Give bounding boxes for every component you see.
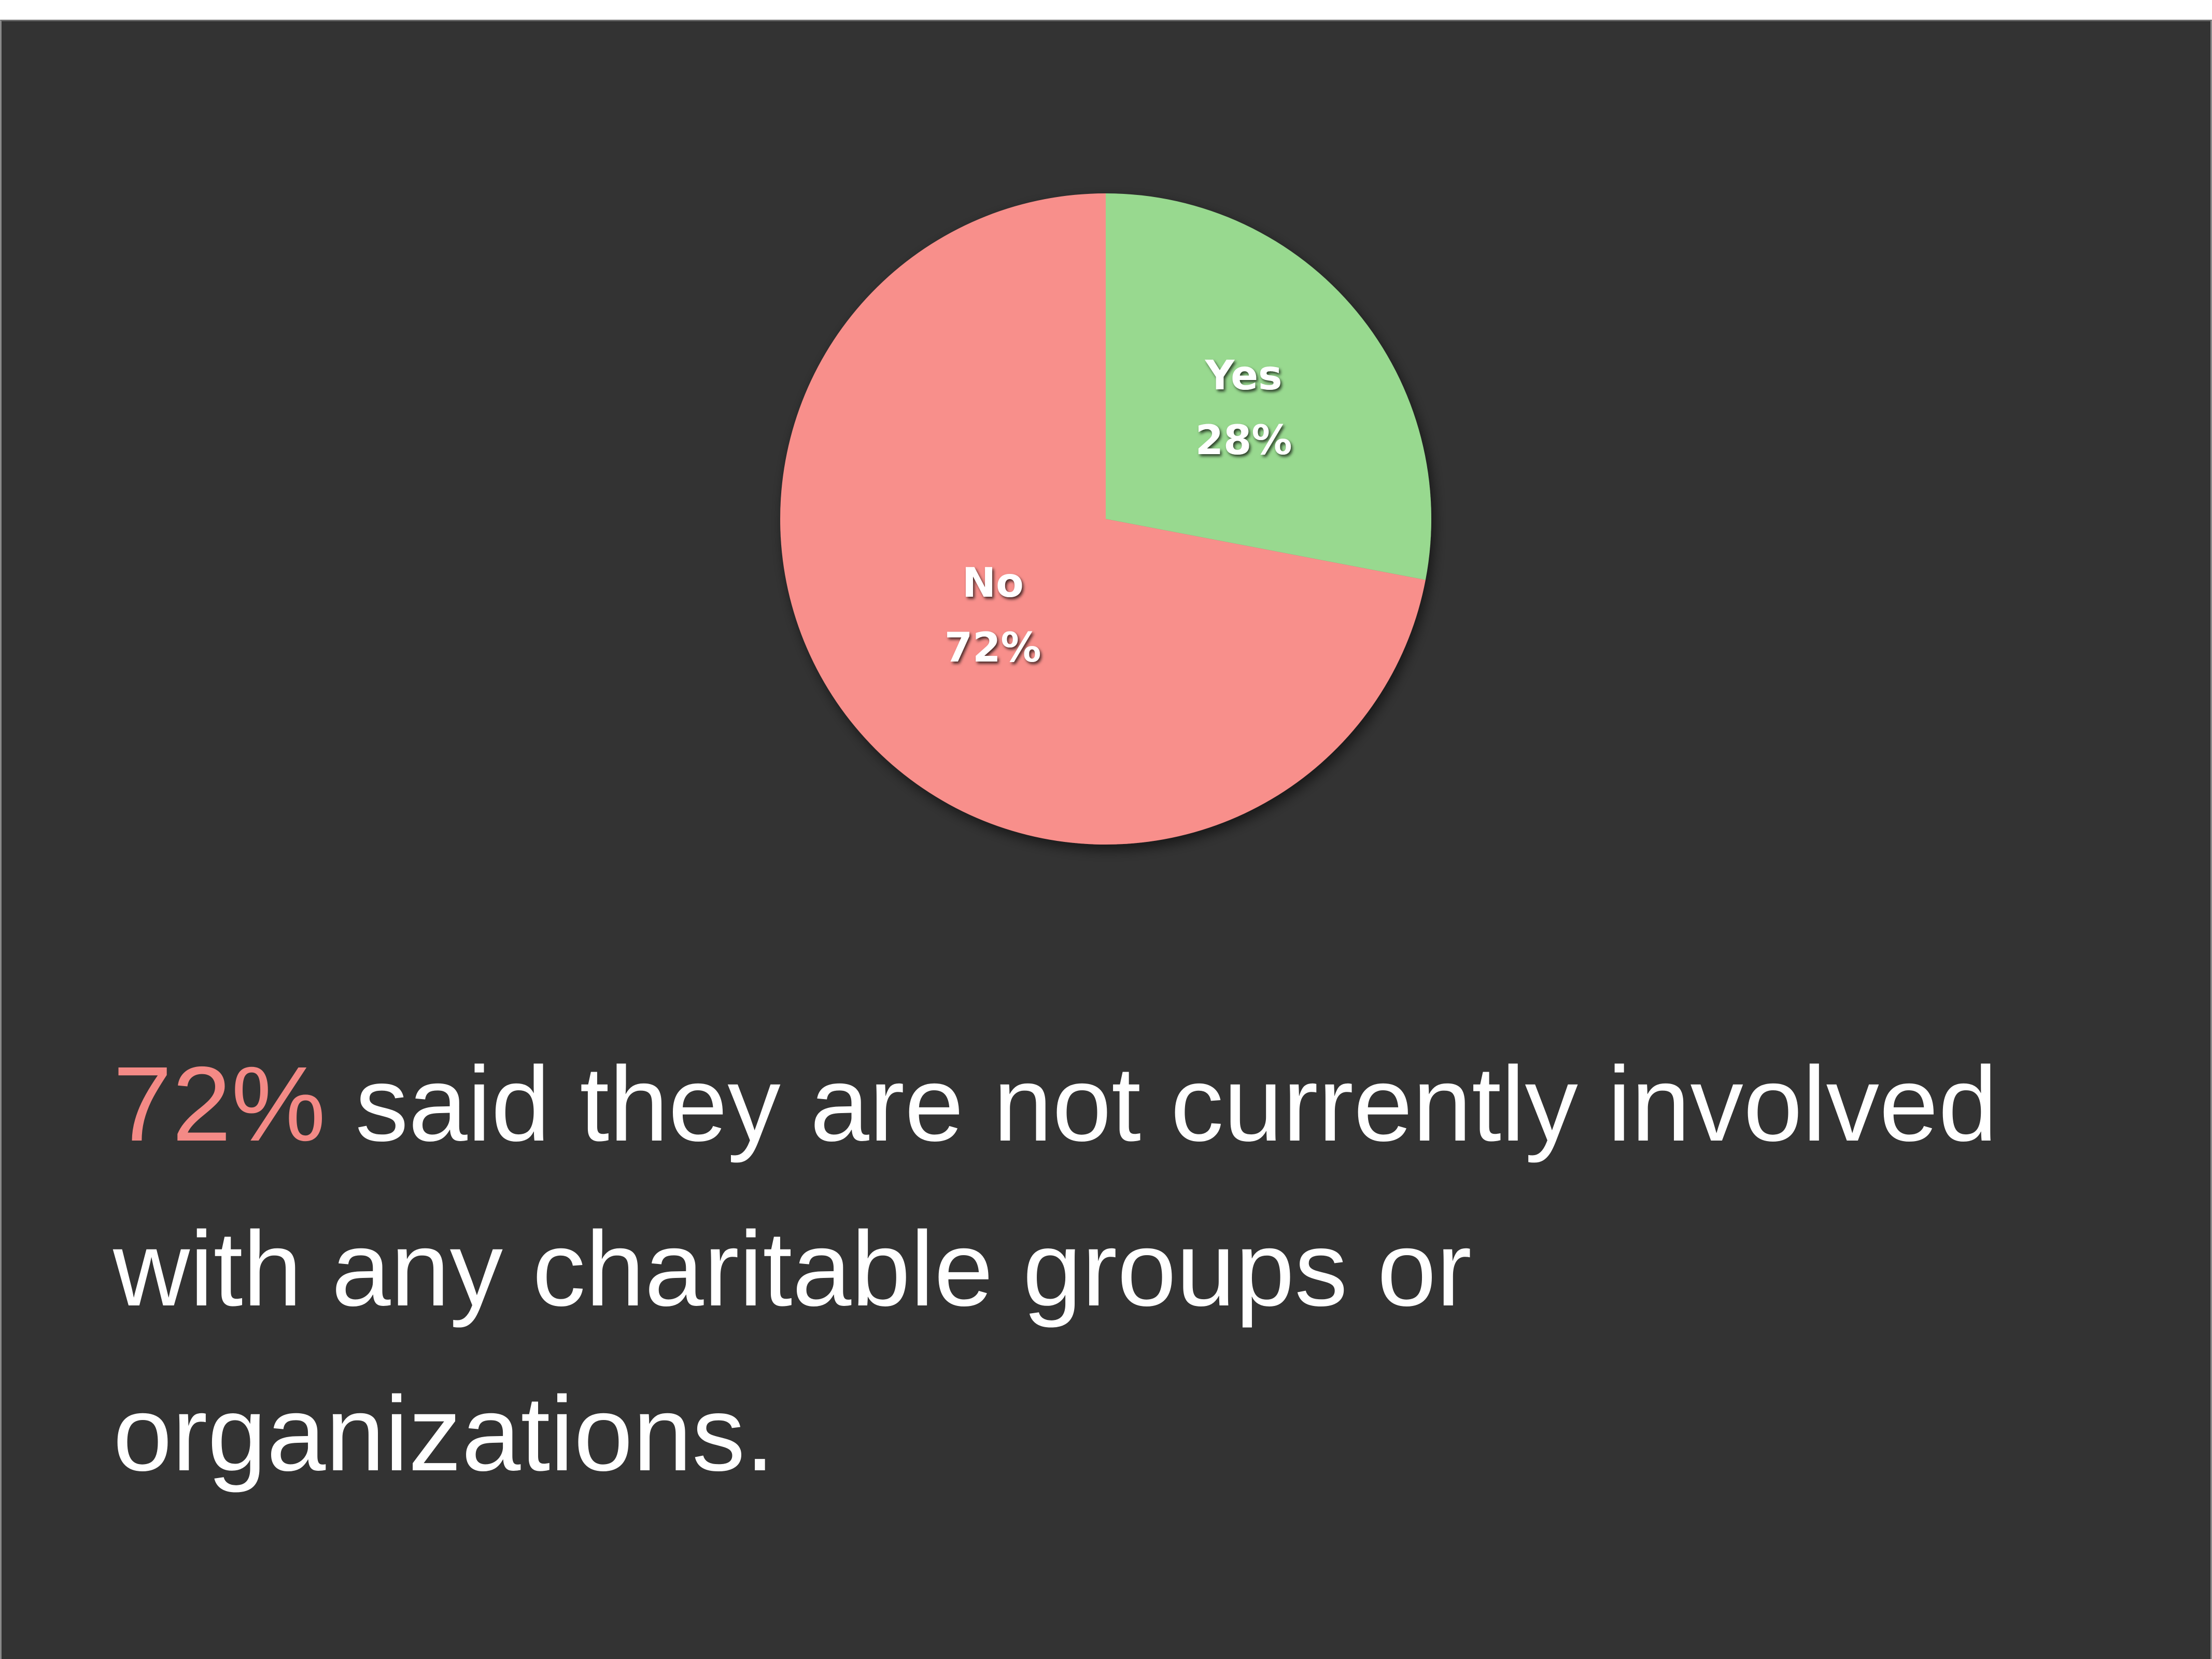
pie-slice-no <box>780 193 1426 845</box>
pie-chart: Yes 28% No 72% <box>780 193 1431 845</box>
caption-text: 72% said they are not currently involved… <box>113 1022 2135 1516</box>
caption-highlight: 72% <box>113 1045 326 1163</box>
pie-value-no: 72% <box>945 625 1041 671</box>
pie-slice-yes <box>1106 193 1431 580</box>
pie-label-no: No <box>962 560 1024 607</box>
pie-label-yes: Yes <box>1205 353 1283 399</box>
caption-body: said they are not currently involved wit… <box>113 1045 1998 1493</box>
pie-value-yes: 28% <box>1195 417 1292 464</box>
slide: Yes 28% No 72% 72% said they are not curren… <box>0 20 2212 1659</box>
